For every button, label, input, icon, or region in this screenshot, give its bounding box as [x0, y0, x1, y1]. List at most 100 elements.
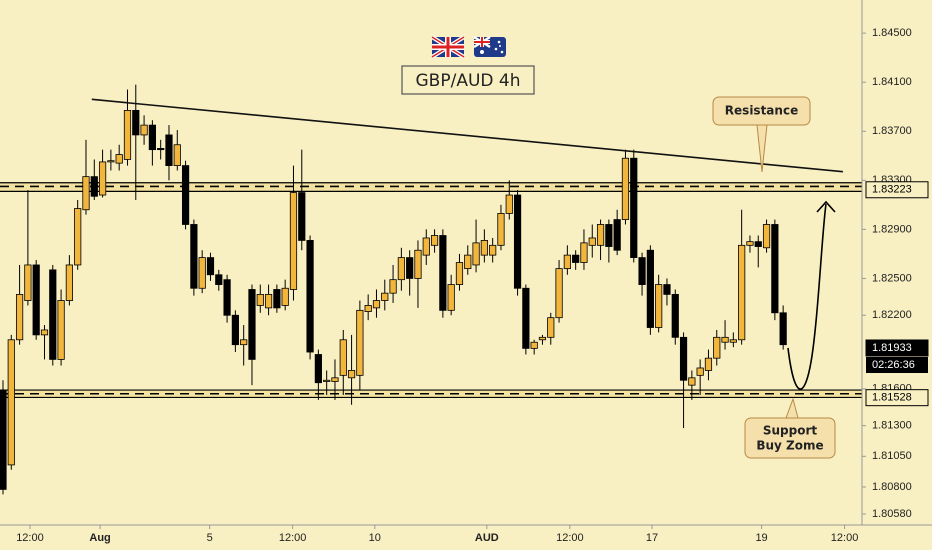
candle-body: [696, 367, 704, 376]
candle-body: [306, 240, 314, 353]
trendline: [91, 98, 843, 173]
annotation: Resistance: [725, 104, 798, 118]
candle-body: [513, 194, 522, 289]
support-callout: [744, 417, 836, 459]
candle-body: [273, 289, 281, 309]
candle-body: [339, 339, 347, 376]
candle-body: [655, 284, 663, 328]
candle-body: [580, 242, 588, 263]
price-axis: [862, 0, 932, 550]
x-tick-label: 12:00: [556, 532, 584, 544]
candle-body: [638, 257, 646, 285]
y-tick-label: 1.81050: [872, 450, 912, 462]
candle-body: [347, 370, 356, 379]
x-tick-label: 12:00: [831, 532, 859, 544]
x-tick-label: 19: [755, 532, 767, 544]
candle-body: [505, 194, 513, 214]
x-tick-label: AUD: [475, 532, 499, 544]
candle-body: [190, 224, 198, 289]
candle-body: [480, 240, 488, 256]
callout-pointer: [756, 124, 768, 173]
candle-body: [0, 389, 7, 490]
candle-body: [82, 176, 90, 211]
candle-body: [198, 257, 206, 289]
candle-body: [397, 257, 405, 281]
y-tick-label: 1.81300: [872, 420, 912, 432]
candle-body: [613, 219, 621, 251]
candle-body: [223, 279, 231, 316]
candle-body: [754, 241, 762, 247]
candle-body: [24, 264, 32, 301]
chart-title: GBP/AUD 4h: [416, 71, 521, 91]
candle-body: [32, 264, 40, 336]
candle-body: [181, 165, 190, 225]
candle-body: [430, 235, 439, 246]
candle-body: [15, 293, 24, 341]
candle-body: [663, 284, 671, 295]
uk-flag: [430, 35, 466, 59]
candle-body: [522, 287, 530, 349]
candle-body: [231, 314, 239, 346]
candle-body: [422, 237, 430, 256]
x-tick-label: Aug: [89, 532, 110, 544]
candle-body: [538, 336, 547, 341]
candle-body: [74, 208, 82, 266]
candle-body: [248, 289, 256, 360]
candle-body: [206, 257, 215, 276]
x-tick-label: 10: [369, 532, 381, 544]
candle-body: [762, 224, 771, 249]
candle-body: [721, 336, 729, 343]
candle-body: [489, 244, 497, 256]
annotation: Support: [763, 424, 818, 438]
candle-body: [621, 157, 630, 220]
price-label: 1.83223: [872, 184, 912, 196]
price-label-box: [865, 181, 929, 199]
candle-body: [331, 377, 339, 382]
price-label-box: [865, 339, 929, 357]
candle-body: [771, 224, 779, 314]
candle-body: [98, 161, 107, 196]
callout-pointer: [785, 397, 799, 419]
zone: [0, 182, 862, 192]
candle-body: [555, 268, 563, 319]
y-tick-label: 1.82900: [872, 223, 912, 235]
zone: [0, 390, 862, 398]
candle-body: [173, 144, 181, 166]
countdown-box: [866, 356, 928, 373]
candle-body: [630, 157, 638, 258]
candle-body: [671, 293, 679, 338]
candle-body: [779, 312, 787, 346]
candle-body: [738, 244, 746, 341]
candle-body: [356, 309, 364, 376]
candle-body: [563, 254, 571, 270]
candle-body: [406, 257, 414, 279]
candle-body: [679, 336, 688, 381]
candle-body: [123, 109, 132, 160]
time-axis: [0, 525, 932, 550]
price-label-box: [865, 389, 929, 407]
candle-body: [364, 305, 372, 312]
candle-body: [256, 293, 264, 306]
resistance-callout: [712, 96, 811, 126]
candle-body: [381, 292, 389, 301]
title-box: [401, 65, 535, 95]
arrow-head: [816, 200, 836, 213]
projection-arrow: [787, 203, 827, 390]
candle-body: [455, 262, 464, 285]
candle-body: [157, 148, 165, 151]
candle-body: [165, 134, 173, 166]
candle-body: [729, 339, 737, 343]
candle-body: [115, 154, 123, 164]
candle-body: [572, 254, 580, 263]
y-tick-label: 1.84500: [872, 27, 912, 39]
candle-body: [688, 377, 696, 386]
candle-body: [57, 300, 65, 360]
candle-body: [547, 317, 555, 338]
candle-body: [49, 269, 57, 360]
y-tick-label: 1.84100: [872, 76, 912, 88]
y-tick-label: 1.82200: [872, 309, 912, 321]
price-label: 1.81933: [872, 342, 912, 354]
x-tick-label: 12:00: [279, 532, 307, 544]
